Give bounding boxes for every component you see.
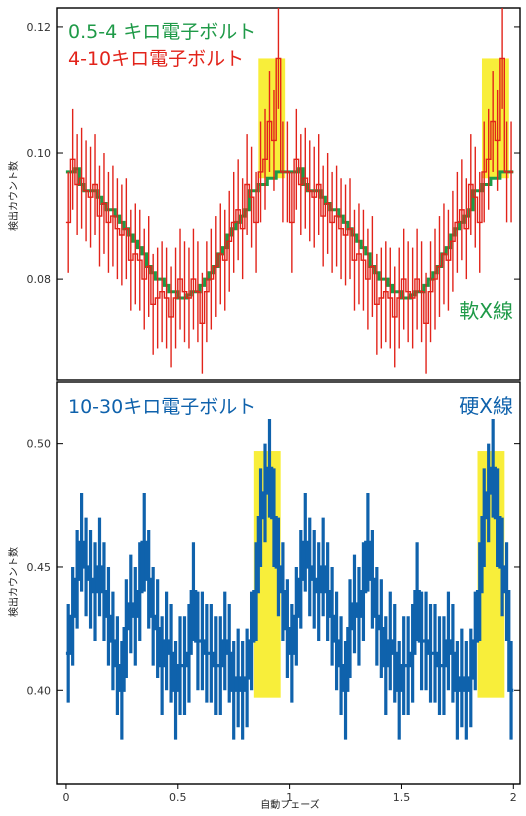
soft-xray-series: [65, 8, 514, 374]
hard-xray-ytick-label-2: 0.50: [27, 438, 52, 451]
hard-xray-series: [65, 418, 514, 740]
soft-xray-band-label: 軟X線: [459, 299, 513, 323]
soft-xray-plot-frame: [56, 7, 521, 381]
x-tick-label-4: 2: [510, 791, 517, 804]
x-tick-label-3: 1.5: [393, 791, 411, 804]
soft-xray-y-axis-label: 検出カウント数: [7, 161, 20, 231]
x-tick-label-2: 1: [286, 791, 293, 804]
hard-xray-band-label: 硬X線: [459, 394, 513, 418]
hard-xray-ytick-label-0: 0.40: [27, 684, 52, 697]
hard-xray-panel: 0.40 0.45 0.50 0 0.5 1 1.5 2 10-30キロ電子ボルト 硬X線 検…: [7, 381, 521, 811]
soft-xray-series-line-1: [65, 57, 514, 324]
legend-hard-series: 10-30キロ電子ボルト: [68, 396, 256, 418]
hard-xray-ytick-label-1: 0.45: [27, 561, 52, 574]
x-axis-label: 自動フェーズ: [260, 798, 320, 811]
hard-xray-series-line-0: [65, 466, 514, 692]
x-tick-label-0: 0: [62, 791, 69, 804]
legend-soft-series: 0.5-4 キロ電子ボルト: [68, 21, 256, 43]
soft-xray-ytick-label-1: 0.10: [27, 147, 52, 160]
hard-xray-y-axis-label: 検出カウント数: [7, 547, 20, 617]
soft-xray-axes: 0.08 0.10 0.12: [27, 21, 520, 286]
hard-xray-axes: 0.40 0.45 0.50 0 0.5 1 1.5 2: [27, 438, 520, 804]
legend-medium-series: 4-10キロ電子ボルト: [68, 48, 244, 70]
soft-xray-panel: 0.08 0.10 0.12 0.5-4 キロ電子ボルト 4-10キロ電子ボルト 軟…: [7, 7, 521, 381]
soft-xray-ytick-label-2: 0.12: [27, 21, 52, 34]
soft-xray-ytick-label-0: 0.08: [27, 273, 52, 286]
x-tick-label-1: 0.5: [169, 791, 187, 804]
